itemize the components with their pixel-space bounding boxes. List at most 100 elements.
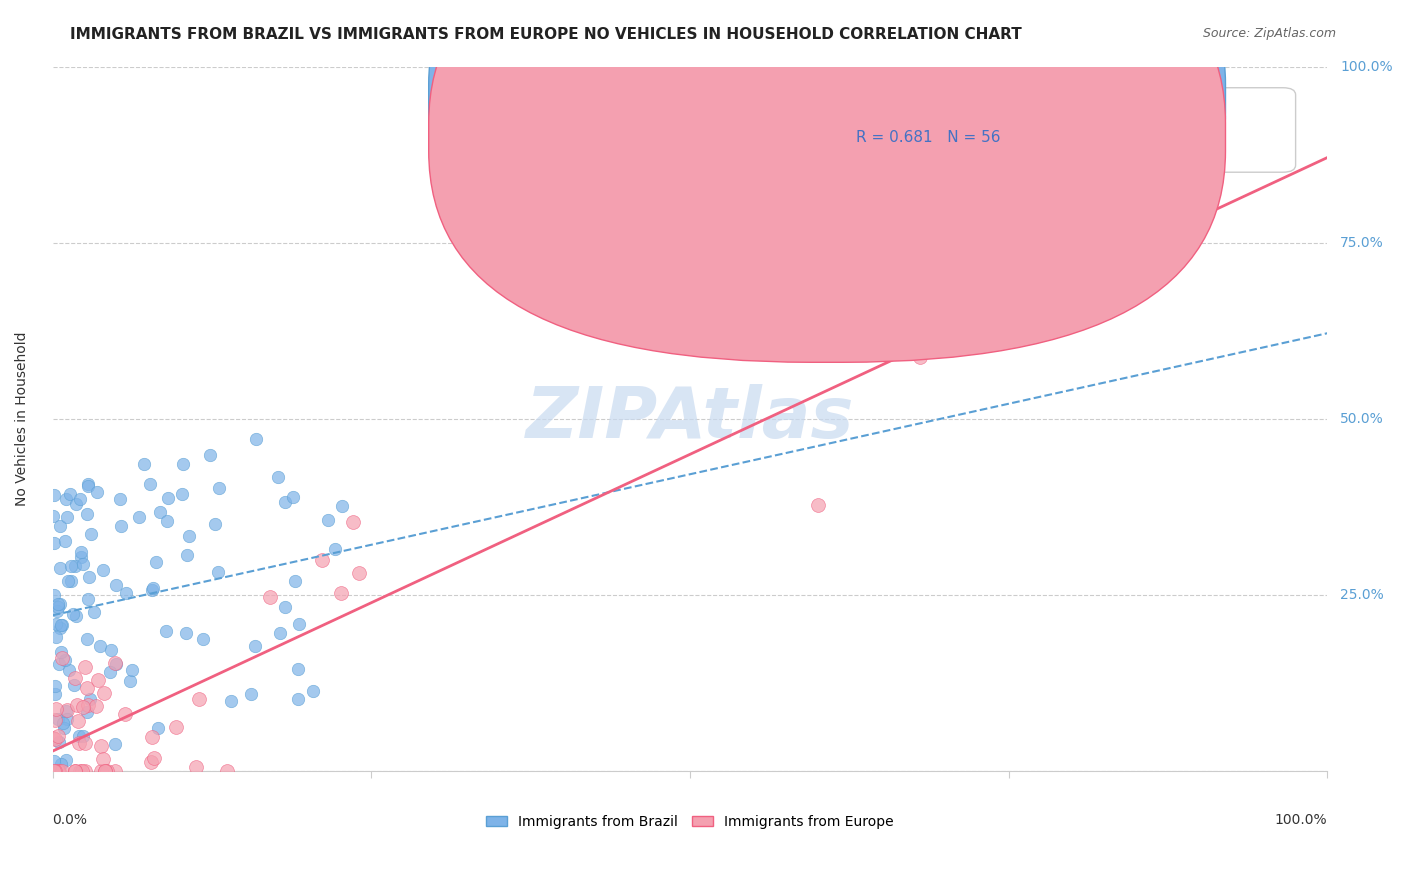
Point [156, 491, 179, 505]
Point [69, 764, 91, 778]
Point [45, 604, 67, 618]
Point [48, 657, 70, 672]
Point [1062, 260, 1084, 274]
Text: R = 0.209   N = 109: R = 0.209 N = 109 [856, 91, 1010, 106]
Point [287, 691, 309, 706]
Point [58, 663, 80, 677]
Point [316, 513, 339, 527]
Point [274, 599, 297, 614]
Point [79, 692, 101, 706]
Point [76, 705, 98, 719]
Point [55, 753, 77, 767]
Text: R = 0.681   N = 56: R = 0.681 N = 56 [856, 129, 1000, 145]
Point [245, 639, 267, 653]
Point [44, 535, 66, 549]
Point [330, 499, 353, 513]
FancyBboxPatch shape [429, 0, 1226, 324]
Point [108, 491, 131, 506]
Point [48, 729, 70, 743]
Point [91, 752, 114, 766]
Point [274, 495, 297, 509]
Point [76, 477, 98, 491]
Point [259, 591, 281, 605]
Point [44, 487, 66, 501]
Point [44, 764, 66, 778]
Point [104, 657, 127, 671]
Point [42, 764, 65, 778]
Point [63, 671, 86, 685]
Point [267, 469, 290, 483]
Point [80, 526, 103, 541]
Point [240, 687, 263, 701]
Point [55, 491, 77, 506]
Text: IMMIGRANTS FROM BRAZIL VS IMMIGRANTS FROM EUROPE NO VEHICLES IN HOUSEHOLD CORREL: IMMIGRANTS FROM BRAZIL VS IMMIGRANTS FRO… [70, 27, 1022, 42]
Point [145, 555, 167, 569]
Point [48, 712, 70, 726]
Point [45, 702, 67, 716]
Point [114, 707, 136, 722]
Point [53, 653, 76, 667]
Point [77, 698, 100, 712]
Point [42, 731, 65, 745]
Point [96, 764, 118, 778]
Point [53, 721, 76, 735]
Point [72, 729, 94, 743]
Point [191, 632, 214, 646]
Point [870, 263, 893, 277]
Point [245, 432, 267, 446]
Point [342, 515, 364, 529]
Point [48, 764, 70, 778]
Text: 50.0%: 50.0% [1340, 411, 1384, 425]
Point [287, 663, 309, 677]
Point [204, 517, 226, 532]
Point [44, 731, 66, 746]
Point [51, 618, 73, 632]
Point [134, 457, 156, 471]
Point [908, 350, 931, 364]
Point [141, 730, 163, 744]
Point [110, 519, 132, 533]
Point [45, 630, 67, 644]
Text: Source: ZipAtlas.com: Source: ZipAtlas.com [1202, 27, 1336, 40]
Point [186, 759, 208, 773]
Point [143, 750, 166, 764]
Point [146, 721, 169, 735]
Point [90, 739, 112, 753]
Point [44, 679, 66, 693]
Point [60, 558, 83, 573]
Point [65, 764, 87, 778]
Point [49, 597, 72, 611]
Point [44, 688, 66, 702]
Point [75, 660, 97, 674]
Point [90, 764, 112, 778]
Point [104, 656, 127, 670]
Point [198, 448, 221, 462]
Text: 100.0%: 100.0% [1340, 60, 1393, 74]
Point [91, 563, 114, 577]
Point [73, 736, 96, 750]
Point [177, 529, 200, 543]
Point [325, 541, 347, 556]
Text: 100.0%: 100.0% [1275, 813, 1327, 827]
Point [215, 764, 238, 778]
Point [104, 764, 127, 778]
Point [72, 557, 94, 571]
Point [149, 504, 172, 518]
Point [49, 561, 72, 575]
Y-axis label: No Vehicles in Household: No Vehicles in Household [15, 332, 30, 506]
Point [98, 665, 121, 679]
Point [51, 764, 73, 778]
Point [139, 477, 162, 491]
Point [44, 755, 66, 769]
Point [155, 624, 177, 638]
Point [170, 487, 193, 501]
Point [208, 481, 231, 495]
Point [42, 509, 65, 524]
Point [62, 607, 84, 621]
Point [49, 618, 72, 632]
Point [94, 764, 117, 778]
Point [77, 570, 100, 584]
Point [42, 588, 65, 602]
Point [283, 490, 305, 504]
Point [104, 578, 127, 592]
